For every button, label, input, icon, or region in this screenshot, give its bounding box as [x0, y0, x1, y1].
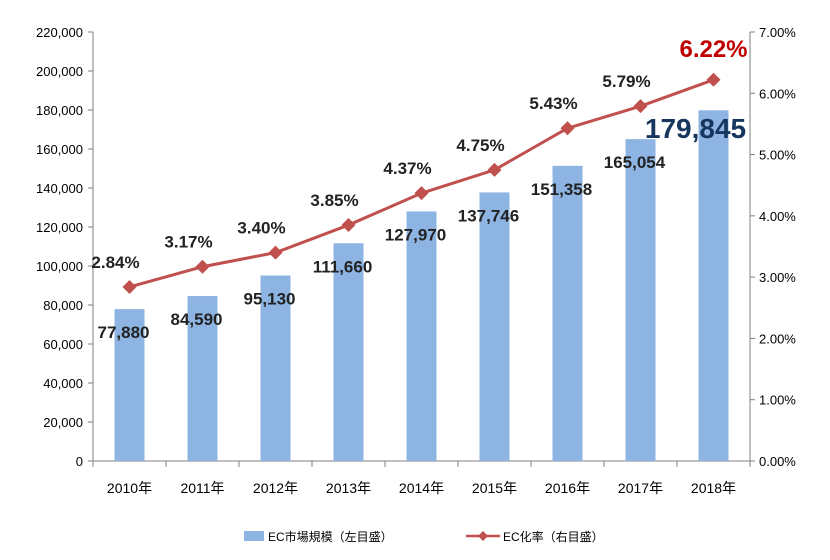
bar-value-label: 95,130: [244, 289, 296, 308]
legend-label-bar: EC市場規模（左目盛）: [268, 529, 393, 544]
y-left-tick-label: 80,000: [43, 298, 83, 313]
line-point: [341, 218, 356, 233]
y-left-tick-label: 220,000: [36, 25, 83, 40]
legend-swatch-bar: [244, 531, 264, 541]
line-point: [195, 259, 210, 274]
y-right-tick-label: 1.00%: [759, 393, 796, 408]
y-right-tick-label: 6.00%: [759, 86, 796, 101]
bar: [552, 165, 583, 461]
y-left-tick-label: 100,000: [36, 259, 83, 274]
bar-value-label: 165,054: [604, 153, 666, 172]
legend: EC市場規模（左目盛） EC化率（右目盛）: [244, 529, 604, 544]
y-left-tick-label: 140,000: [36, 181, 83, 196]
bar-value-label: 111,660: [313, 257, 373, 276]
line-value-label: 4.75%: [456, 136, 504, 155]
line-series: [122, 72, 721, 294]
bar: [187, 296, 218, 461]
data-labels: 77,880 84,590 95,130 111,660 127,970 137,746 1…: [91, 36, 747, 342]
y-right-tick-label: 5.00%: [759, 148, 796, 163]
y-right-tick-label: 7.00%: [759, 25, 796, 40]
x-tick-label: 2014年: [399, 480, 444, 496]
x-tick-label: 2013年: [326, 480, 371, 496]
y-right-tick-label: 2.00%: [759, 331, 796, 346]
bar-value-label: 77,880: [98, 323, 150, 342]
x-tick-label: 2016年: [545, 480, 590, 496]
line-value-label: 3.40%: [237, 219, 285, 238]
line-value-label: 5.79%: [602, 72, 650, 91]
line-point: [122, 279, 137, 294]
y-left-tick-label: 0: [76, 454, 83, 469]
line-value-label: 4.37%: [383, 159, 431, 178]
bar: [698, 110, 729, 461]
y-left-tick-label: 20,000: [43, 415, 83, 430]
bar: [406, 211, 437, 461]
line-value-label: 5.43%: [529, 94, 577, 113]
bar-value-label-highlight: 179,845: [645, 113, 746, 144]
bar: [625, 139, 656, 461]
x-tick-label: 2018年: [691, 480, 736, 496]
bar: [333, 243, 364, 461]
line-point: [487, 162, 502, 177]
line-value-label: 3.85%: [310, 191, 358, 210]
line-point: [414, 186, 429, 201]
line-point: [633, 99, 648, 114]
legend-label-line: EC化率（右目盛）: [503, 529, 604, 544]
y-left-tick-label: 160,000: [36, 142, 83, 157]
bar: [114, 309, 145, 461]
bar-series: [114, 110, 729, 461]
legend-swatch-marker: [478, 531, 488, 541]
y-left-tick-label: 200,000: [36, 64, 83, 79]
line-value-label-highlight: 6.22%: [679, 36, 747, 63]
y-left-tick-label: 180,000: [36, 103, 83, 118]
y-left-tick-label: 60,000: [43, 337, 83, 352]
x-tick-label: 2015年: [472, 480, 517, 496]
x-tick-label: 2017年: [618, 480, 663, 496]
bar-value-label: 151,358: [531, 180, 592, 199]
x-tick-label: 2011年: [180, 480, 224, 496]
y-right-tick-label: 4.00%: [759, 209, 796, 224]
bar-value-label: 84,590: [171, 310, 223, 329]
y-right-tick-label: 3.00%: [759, 270, 796, 285]
y-left-tick-label: 40,000: [43, 376, 83, 391]
line-point: [706, 72, 721, 87]
bar-value-label: 127,970: [385, 225, 446, 244]
bar-value-label: 137,746: [458, 206, 519, 225]
x-tick-label: 2010年: [107, 480, 152, 496]
y-right-tick-label: 0.00%: [759, 454, 796, 469]
bar: [479, 192, 510, 461]
axes: 0 20,000 40,000 60,000 80,000 100,000 120,000 1…: [36, 25, 796, 496]
bar: [260, 275, 291, 461]
line-value-label: 2.84%: [91, 253, 139, 272]
line-point: [560, 121, 575, 136]
y-left-tick-label: 120,000: [36, 220, 83, 235]
line-point: [268, 245, 283, 260]
x-tick-label: 2012年: [253, 480, 298, 496]
line-value-label: 3.17%: [164, 233, 212, 252]
